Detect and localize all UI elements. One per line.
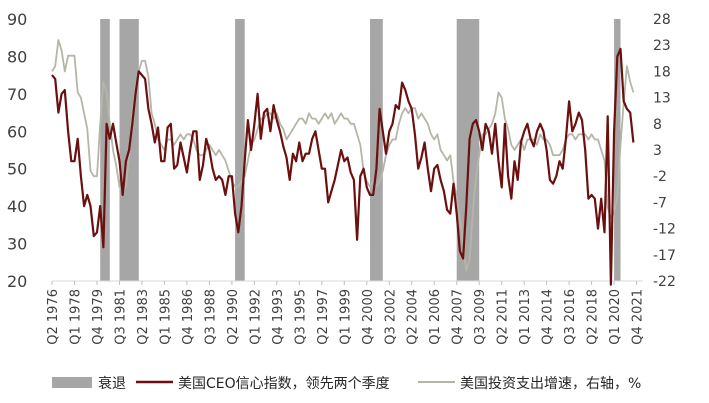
right-tick-label: 18 — [653, 64, 671, 80]
left-tick-label: 40 — [7, 197, 27, 216]
x-tick-label: Q1 1978 — [69, 289, 84, 345]
x-tick-label: Q3 1981 — [114, 289, 129, 345]
legend-investment-label: 美国投资支出增速，右轴，% — [460, 376, 641, 392]
right-tick-label: -22 — [653, 274, 676, 290]
x-tick-label: Q4 1979 — [91, 289, 106, 345]
x-tick-label: Q2 2011 — [496, 289, 511, 345]
x-tick-label: Q1 2006 — [428, 289, 443, 345]
x-tick-label: Q4 2021 — [631, 289, 646, 345]
legend-recession-label: 衰退 — [98, 375, 126, 392]
legend-ceo-label: 美国CEO信心指数，领先两个季度 — [178, 376, 390, 392]
x-axis-ticks: Q2 1976 Q1 1978 Q4 1979 Q3 1981 Q2 1983 Q1 19… — [46, 281, 646, 345]
x-tick-label: Q2 2004 — [406, 289, 421, 345]
left-tick-label: 50 — [7, 160, 27, 179]
x-tick-label: Q3 2002 — [383, 289, 398, 345]
left-tick-label: 30 — [7, 235, 27, 254]
x-tick-label: Q4 2014 — [541, 289, 556, 345]
right-tick-label: 13 — [653, 91, 671, 107]
x-tick-label: Q4 2000 — [361, 289, 376, 345]
left-axis-ticks: 90 80 70 60 50 40 30 20 — [7, 10, 27, 291]
right-tick-label: -2 — [653, 169, 667, 185]
x-tick-label: Q1 2013 — [518, 289, 533, 345]
right-axis-ticks: 28 23 18 13 8 3 -2 -7 -12 -17 -22 — [653, 12, 676, 290]
investment-growth-line — [51, 39, 635, 272]
x-tick-label: Q1 2020 — [608, 289, 623, 345]
right-tick-label: 8 — [653, 117, 662, 133]
legend-recession-swatch — [52, 377, 92, 388]
x-tick-label: Q4 1986 — [181, 289, 196, 345]
x-tick-label: Q1 1985 — [158, 289, 173, 345]
x-tick-label: Q2 1983 — [136, 289, 151, 345]
left-tick-label: 90 — [7, 10, 27, 29]
left-tick-label: 60 — [7, 122, 27, 141]
x-tick-label: Q2 1990 — [226, 289, 241, 345]
x-tick-label: Q3 2009 — [473, 289, 488, 345]
x-tick-label: Q2 2018 — [586, 289, 601, 345]
recession-band-2 — [235, 19, 245, 281]
right-tick-label: 23 — [653, 38, 671, 54]
right-tick-label: 3 — [653, 143, 662, 159]
right-tick-label: -17 — [653, 248, 676, 264]
x-tick-label: Q3 1995 — [293, 289, 308, 345]
right-tick-label: -7 — [653, 195, 667, 211]
x-tick-label: Q3 2016 — [563, 289, 578, 345]
legend: 衰退 美国CEO信心指数，领先两个季度 美国投资支出增速，右轴，% — [52, 375, 641, 392]
x-tick-label: Q1 1992 — [248, 289, 263, 345]
x-tick-label: Q2 1976 — [46, 289, 61, 345]
series-lines — [51, 39, 635, 286]
ceo-confidence-line — [51, 47, 635, 286]
x-tick-label: Q4 1993 — [271, 289, 286, 345]
left-tick-label: 80 — [7, 47, 27, 66]
recession-band-5 — [614, 19, 621, 281]
x-tick-label: Q3 1988 — [203, 289, 218, 345]
left-tick-label: 70 — [7, 85, 27, 104]
x-tick-label: Q1 1999 — [338, 289, 353, 345]
right-tick-label: 28 — [653, 12, 671, 28]
left-tick-label: 20 — [7, 272, 27, 291]
x-tick-label: Q4 2007 — [451, 289, 466, 345]
right-tick-label: -12 — [653, 222, 676, 238]
x-tick-label: Q2 1997 — [316, 289, 331, 345]
